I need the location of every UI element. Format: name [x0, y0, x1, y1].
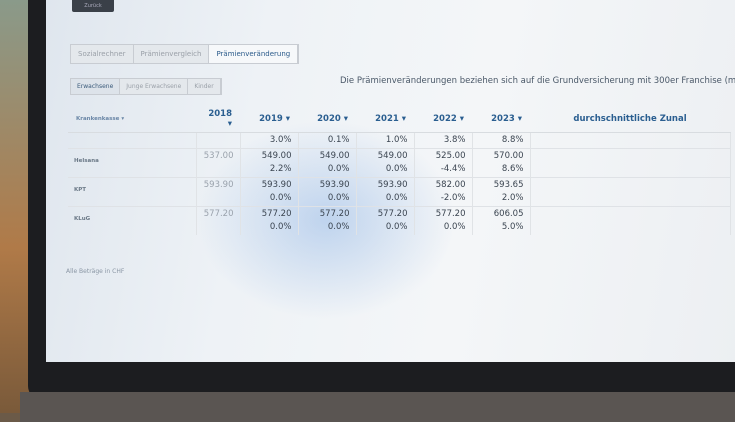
table-cell: 549.00 0.0%: [356, 148, 415, 177]
table-cell: 537.00: [196, 148, 241, 177]
premium-change: 0.0%: [443, 221, 466, 232]
column-header[interactable]: 2018 ▾: [196, 106, 240, 133]
table-row: KPT 593.90 593.90 0.0% 593.90 0.0% 593.90 0.0% 5…: [68, 177, 731, 206]
column-header[interactable]: 2019 ▾: [240, 106, 298, 133]
table-cell: 582.00 -2.0%: [414, 177, 473, 206]
table-cell: 593.65 2.0%: [472, 177, 531, 206]
premium-value: 593.65: [493, 179, 524, 190]
table-cell: 593.90 0.0%: [240, 177, 299, 206]
tab-praemienvergleich[interactable]: Prämienvergleich: [134, 45, 210, 63]
premium-change: [203, 192, 234, 205]
tab-praemienveraenderung[interactable]: Prämienveränderung: [209, 45, 299, 63]
table-cell: 0.1%: [298, 132, 357, 148]
premium-change: -2.0%: [440, 192, 466, 203]
premium-value: 537.00: [203, 150, 234, 161]
tab-junge-erwachsene[interactable]: Junge Erwachsene: [120, 79, 189, 94]
table-cell: 525.00 -4.4%: [414, 148, 473, 177]
premium-table: Krankenkasse ▾ 2018 ▾ 2019 ▾ 2020 ▾ 2021 ▾ 20…: [68, 106, 731, 235]
table-row: Helsana 537.00 549.00 2.2% 549.00 0.0% 549.00 0…: [68, 148, 731, 177]
table-row: KLuG 577.20 577.20 0.0% 577.20 0.0% 577.20 0.0%…: [68, 206, 731, 235]
tab-kinder[interactable]: Kinder: [188, 79, 221, 94]
table-cell: [530, 148, 731, 177]
premium-value: 525.00: [435, 150, 466, 161]
tab-erwachsene[interactable]: Erwachsene: [71, 79, 121, 94]
column-header[interactable]: 2021 ▾: [356, 106, 414, 133]
premium-value: 593.90: [319, 179, 350, 190]
table-cell: [530, 132, 731, 148]
premium-change: 0.0%: [269, 192, 292, 203]
table-cell: 577.20 0.0%: [298, 206, 357, 235]
insurer-name: KPT: [68, 177, 197, 206]
premium-value: 577.20: [377, 208, 408, 219]
insurer-name: KLuG: [68, 206, 197, 235]
premium-change: [203, 163, 234, 176]
tab-sozialrechner[interactable]: Sozialrechner: [71, 45, 134, 63]
table-cell: 1.0%: [356, 132, 415, 148]
table-cell: 3.8%: [414, 132, 473, 148]
table-row: 3.0% 0.1% 1.0% 3.8% 8.8%: [68, 132, 731, 148]
table-cell: 3.0%: [240, 132, 299, 148]
age-tabs: Erwachsene Junge Erwachsene Kinder: [70, 78, 222, 95]
premium-change: 0.0%: [385, 192, 408, 203]
premium-change: 0.0%: [385, 221, 408, 232]
premium-change: 0.0%: [327, 221, 350, 232]
premium-change: 0.0%: [269, 221, 292, 232]
premium-value: 577.20: [319, 208, 350, 219]
column-header[interactable]: durchschnittliche Zunal: [530, 106, 730, 133]
premium-change: 5.0%: [501, 221, 524, 232]
laptop-base: [20, 392, 735, 422]
premium-change: 0.0%: [385, 163, 408, 174]
column-header[interactable]: 2023 ▾: [472, 106, 530, 133]
premium-value: 606.05: [493, 208, 524, 219]
currency-note: Alle Beträge in CHF: [66, 268, 125, 275]
table-cell: 606.05 5.0%: [472, 206, 531, 235]
table-cell: 593.90: [196, 177, 241, 206]
premium-value: 577.20: [203, 208, 234, 219]
premium-change: 2.2%: [269, 163, 292, 174]
premium-value: 593.90: [261, 179, 292, 190]
insurer-name: Helsana: [68, 148, 197, 177]
table-cell: 577.20: [196, 206, 241, 235]
premium-value: 549.00: [261, 150, 292, 161]
premium-value: 549.00: [319, 150, 350, 161]
table-cell: 549.00 2.2%: [240, 148, 299, 177]
column-header[interactable]: Krankenkasse ▾: [68, 106, 196, 133]
column-header[interactable]: 2022 ▾: [414, 106, 472, 133]
premium-change: -4.4%: [440, 163, 466, 174]
premium-change: 8.6%: [501, 163, 524, 174]
premium-value: 577.20: [261, 208, 292, 219]
laptop-screen: Zurück Sozialrechner Prämienvergleich Pr…: [46, 0, 735, 362]
premium-change: [203, 221, 234, 234]
premium-change: 0.0%: [327, 163, 350, 174]
premium-value: 549.00: [377, 150, 408, 161]
premium-value: 593.90: [377, 179, 408, 190]
table-cell: [530, 177, 731, 206]
premium-change: 0.0%: [327, 192, 350, 203]
table-cell: 577.20 0.0%: [356, 206, 415, 235]
table-cell: [68, 132, 197, 148]
table-cell: 577.20 0.0%: [414, 206, 473, 235]
column-header[interactable]: 2020 ▾: [298, 106, 356, 133]
back-button[interactable]: Zurück: [72, 0, 114, 12]
premium-value: 593.90: [203, 179, 234, 190]
premium-value: 570.00: [493, 150, 524, 161]
table-cell: 593.90 0.0%: [356, 177, 415, 206]
premium-value: 582.00: [435, 179, 466, 190]
table-cell: 593.90 0.0%: [298, 177, 357, 206]
premium-value: 577.20: [435, 208, 466, 219]
main-tabs: Sozialrechner Prämienvergleich Prämienve…: [70, 44, 300, 64]
table-cell: 577.20 0.0%: [240, 206, 299, 235]
table-cell: 549.00 0.0%: [298, 148, 357, 177]
info-note: Die Prämienveränderungen beziehen sich a…: [340, 76, 735, 86]
table-cell: [196, 132, 241, 148]
table-cell: [530, 206, 731, 235]
table-cell: 8.8%: [472, 132, 531, 148]
premium-change: 2.0%: [501, 192, 524, 203]
table-cell: 570.00 8.6%: [472, 148, 531, 177]
